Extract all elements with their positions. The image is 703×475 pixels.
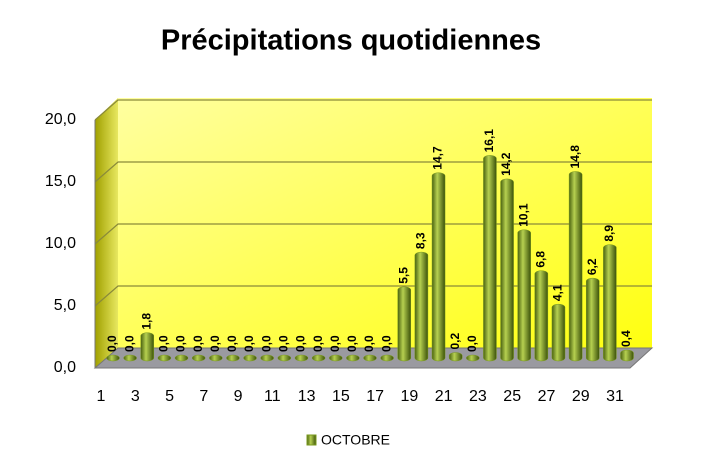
grid-line bbox=[94, 285, 652, 307]
value-label: 0,0 bbox=[345, 335, 359, 352]
x-tick-label: 11 bbox=[264, 388, 281, 405]
x-tick-label: 25 bbox=[503, 388, 521, 405]
x-tick-label: 21 bbox=[435, 388, 453, 405]
x-tick-label: 7 bbox=[199, 388, 208, 405]
value-label: 14,2 bbox=[499, 152, 513, 176]
x-tick-label: 27 bbox=[538, 388, 556, 405]
value-label: 0,0 bbox=[379, 335, 393, 352]
value-label: 0,0 bbox=[191, 335, 205, 352]
x-tick-label: 19 bbox=[401, 388, 419, 405]
bar bbox=[294, 354, 309, 362]
value-label: 0,0 bbox=[294, 335, 308, 352]
bar bbox=[243, 354, 257, 362]
legend-marker bbox=[306, 434, 317, 446]
bar bbox=[483, 155, 497, 362]
bar bbox=[466, 354, 480, 362]
value-label: 14,7 bbox=[431, 146, 445, 170]
value-label: 0,0 bbox=[277, 335, 291, 352]
legend-label: OCTOBRE bbox=[321, 432, 390, 448]
chart-title: Précipitations quotidiennes bbox=[161, 25, 541, 57]
bar bbox=[174, 354, 189, 362]
bar bbox=[123, 354, 137, 362]
bar bbox=[551, 303, 566, 362]
bar bbox=[380, 354, 394, 362]
value-label: 0,0 bbox=[105, 335, 119, 352]
bar bbox=[448, 352, 463, 362]
bar bbox=[106, 354, 120, 362]
y-tick-label: 20,0 bbox=[45, 111, 76, 128]
bar bbox=[620, 349, 634, 362]
y-tick-label: 10,0 bbox=[45, 235, 76, 252]
bar bbox=[260, 354, 274, 362]
value-label: 0,0 bbox=[208, 335, 222, 352]
x-tick-label: 31 bbox=[606, 388, 624, 405]
bar bbox=[157, 354, 172, 362]
x-tick-label: 29 bbox=[572, 388, 590, 405]
x-tick-label: 13 bbox=[298, 388, 316, 405]
value-label: 6,8 bbox=[534, 251, 548, 268]
value-label: 8,9 bbox=[602, 225, 616, 242]
value-label: 0,0 bbox=[362, 335, 376, 352]
x-tick-label: 1 bbox=[97, 388, 106, 405]
bar bbox=[346, 354, 360, 362]
bar bbox=[363, 354, 377, 362]
bar bbox=[311, 354, 326, 362]
value-label: 0,0 bbox=[122, 335, 136, 352]
value-label: 14,8 bbox=[568, 145, 582, 169]
x-tick-label: 5 bbox=[165, 388, 174, 405]
value-label: 1,8 bbox=[139, 313, 153, 330]
bar bbox=[431, 172, 446, 362]
x-tick-label: 9 bbox=[234, 388, 243, 405]
value-label: 5,5 bbox=[396, 267, 410, 284]
value-label: 0,0 bbox=[311, 335, 325, 352]
bar bbox=[140, 332, 155, 362]
bar bbox=[500, 178, 514, 362]
value-label: 0,0 bbox=[259, 335, 273, 352]
value-label: 0,0 bbox=[225, 335, 239, 352]
value-label: 0,4 bbox=[619, 330, 633, 347]
grid-line bbox=[94, 223, 652, 245]
value-label: 16,1 bbox=[482, 129, 496, 153]
bar bbox=[603, 244, 617, 362]
bar bbox=[209, 354, 223, 362]
y-tick-label: 15,0 bbox=[45, 173, 76, 190]
value-label: 0,0 bbox=[465, 335, 479, 352]
bar bbox=[568, 171, 583, 362]
y-tick-label: 5,0 bbox=[54, 297, 76, 314]
bar bbox=[277, 354, 292, 362]
x-tick-label: 17 bbox=[366, 388, 384, 405]
x-tick-label: 23 bbox=[469, 388, 487, 405]
x-tick-label: 3 bbox=[131, 388, 140, 405]
value-label: 0,0 bbox=[242, 335, 256, 352]
grid-line bbox=[94, 99, 652, 121]
value-label: 10,1 bbox=[516, 203, 530, 227]
bar bbox=[397, 286, 412, 362]
value-label: 0,0 bbox=[174, 335, 188, 352]
bar bbox=[517, 229, 531, 362]
x-tick-label: 15 bbox=[332, 388, 350, 405]
bar bbox=[534, 270, 549, 362]
bar bbox=[585, 277, 600, 362]
bar bbox=[414, 251, 429, 362]
bar bbox=[328, 354, 343, 362]
value-label: 0,2 bbox=[448, 333, 462, 350]
bar bbox=[226, 354, 240, 362]
y-tick-label: 0,0 bbox=[54, 359, 76, 376]
value-label: 8,3 bbox=[414, 232, 428, 249]
value-label: 0,0 bbox=[157, 335, 171, 352]
grid-line bbox=[94, 161, 652, 183]
value-label: 6,2 bbox=[585, 258, 599, 275]
bar bbox=[191, 354, 206, 362]
value-label: 4,1 bbox=[551, 284, 565, 301]
side-wall bbox=[95, 98, 118, 368]
value-label: 0,0 bbox=[328, 335, 342, 352]
